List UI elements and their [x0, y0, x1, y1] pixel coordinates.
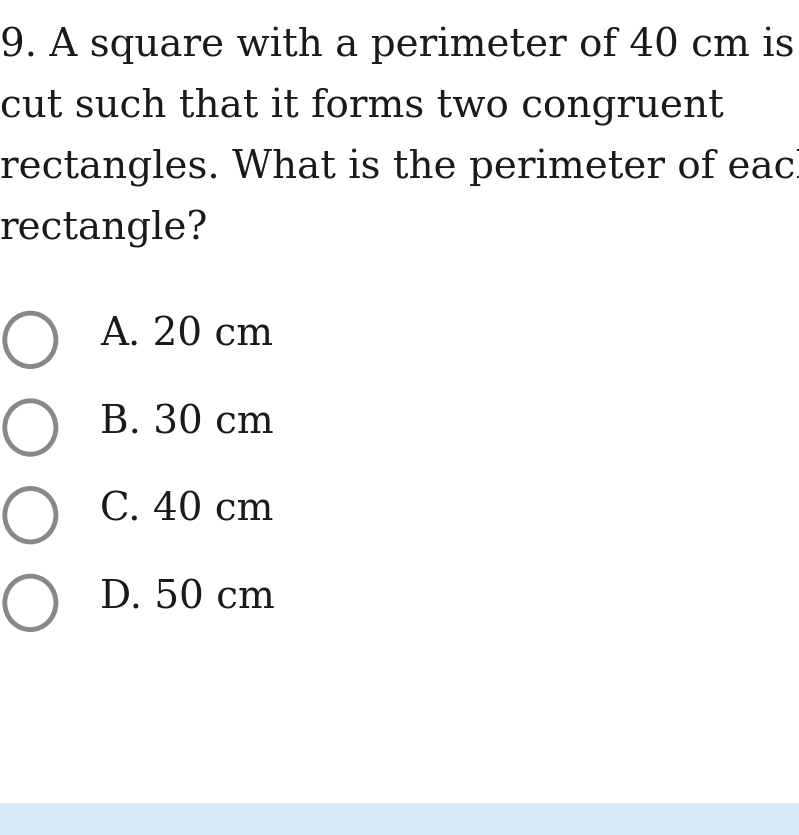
Text: 9. A square with a perimeter of 40 cm is: 9. A square with a perimeter of 40 cm is: [0, 27, 794, 64]
Text: cut such that it forms two congruent: cut such that it forms two congruent: [0, 88, 724, 126]
Bar: [0, 803, 799, 835]
Text: C. 40 cm: C. 40 cm: [100, 492, 273, 529]
Text: rectangles. What is the perimeter of each: rectangles. What is the perimeter of eac…: [0, 149, 799, 187]
Text: B. 30 cm: B. 30 cm: [100, 404, 273, 441]
Text: A. 20 cm: A. 20 cm: [100, 316, 273, 353]
Text: D. 50 cm: D. 50 cm: [100, 579, 275, 616]
Text: rectangle?: rectangle?: [0, 210, 209, 248]
